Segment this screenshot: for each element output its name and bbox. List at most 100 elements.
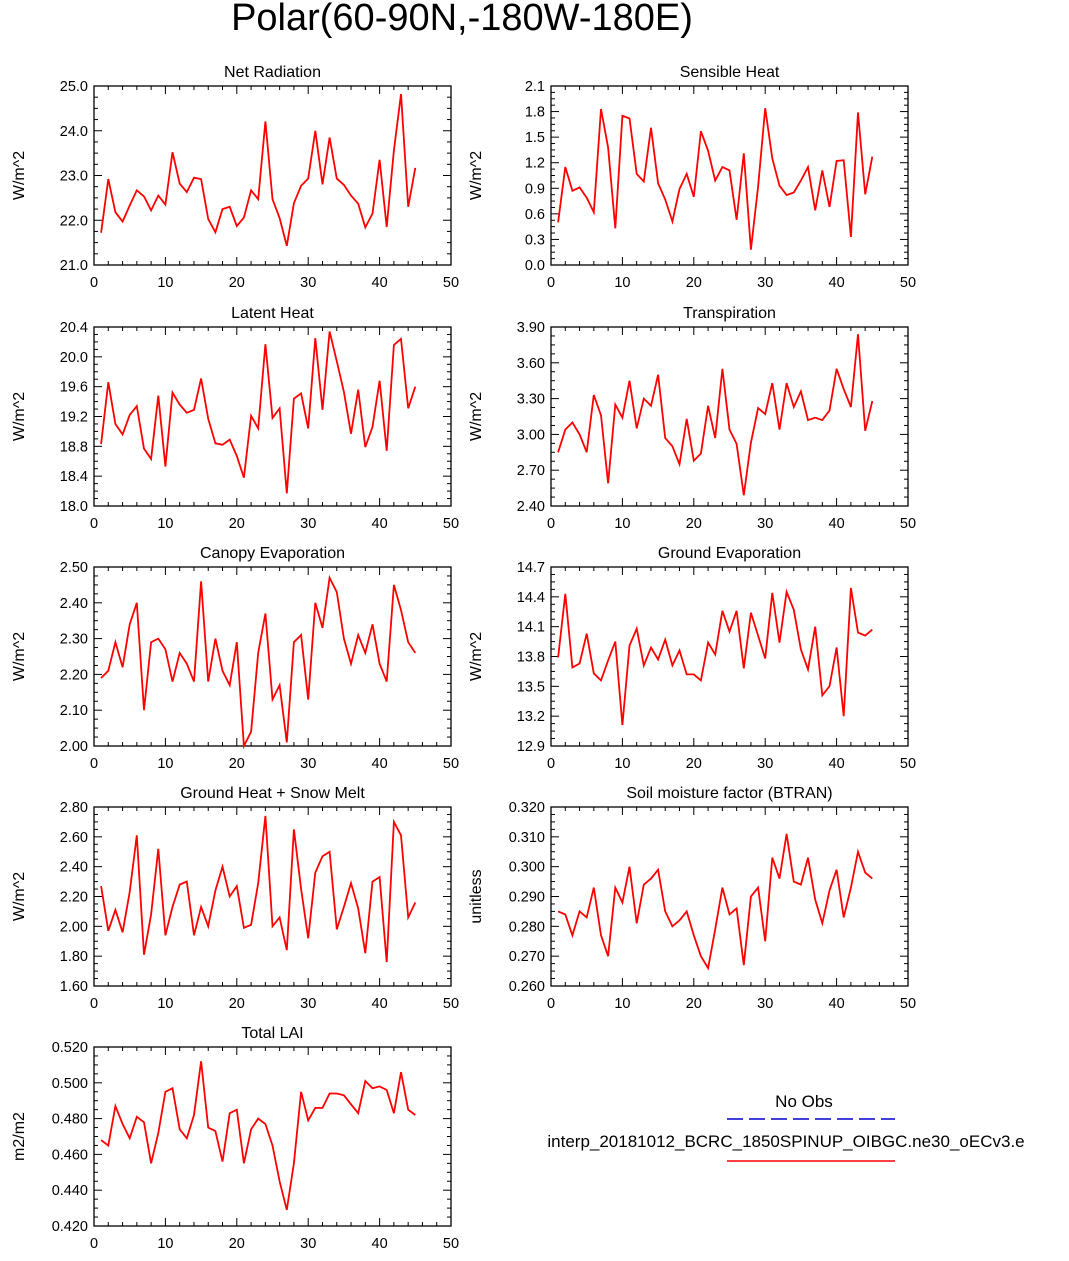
x-tick-label: 50 xyxy=(900,756,916,772)
x-tick-label: 50 xyxy=(443,756,459,772)
y-tick-label: 2.1 xyxy=(525,79,545,95)
y-tick-label: 20.4 xyxy=(60,320,88,336)
y-tick-label: 3.30 xyxy=(517,392,545,408)
x-tick-label: 10 xyxy=(157,756,173,772)
x-tick-label: 0 xyxy=(547,756,555,772)
y-tick-label: 22.0 xyxy=(60,213,88,229)
y-tick-label: 0.6 xyxy=(525,207,545,223)
panel-title: Ground Evaporation xyxy=(658,545,801,562)
series-line xyxy=(557,587,873,726)
y-tick-label: 3.00 xyxy=(517,427,545,443)
y-tick-label: 2.20 xyxy=(60,890,88,906)
x-tick-label: 20 xyxy=(686,275,702,291)
series-line xyxy=(100,574,417,750)
x-tick-label: 0 xyxy=(547,275,555,291)
y-tick-label: 13.8 xyxy=(517,650,545,666)
x-tick-label: 20 xyxy=(686,756,702,772)
x-tick-label: 40 xyxy=(829,516,845,532)
y-tick-label: 0.460 xyxy=(52,1147,88,1163)
y-tick-label: 1.8 xyxy=(525,105,545,121)
x-tick-label: 0 xyxy=(547,516,555,532)
y-axis-label: W/m^2 xyxy=(468,151,485,200)
series-line xyxy=(557,833,873,971)
x-tick-label: 50 xyxy=(900,516,916,532)
x-tick-label: 20 xyxy=(229,756,245,772)
y-axis-label: unitless xyxy=(468,869,485,923)
y-axis-label: m2/m2 xyxy=(11,1112,28,1161)
y-tick-label: 14.4 xyxy=(517,590,545,606)
y-axis-label: W/m^2 xyxy=(11,392,28,441)
y-tick-label: 0.9 xyxy=(525,181,545,197)
x-tick-label: 0 xyxy=(90,756,98,772)
y-tick-label: 0.310 xyxy=(509,830,545,846)
x-tick-label: 50 xyxy=(900,275,916,291)
x-tick-label: 20 xyxy=(229,516,245,532)
x-tick-label: 10 xyxy=(157,516,173,532)
y-tick-label: 0.420 xyxy=(52,1219,88,1235)
panel-sensible-heat: Sensible Heat W/m^2 0 10 20 30 40 50 0.0 0.3 0.6 0.… xyxy=(468,64,916,291)
x-tick-label: 10 xyxy=(614,275,630,291)
x-tick-label: 0 xyxy=(90,996,98,1012)
panel-transpiration: Transpiration W/m^2 0 10 20 30 40 50 2.40 2.70 3.0… xyxy=(468,305,916,532)
y-tick-label: 0.280 xyxy=(509,919,545,935)
y-tick-label: 25.0 xyxy=(60,79,88,95)
x-tick-label: 10 xyxy=(614,516,630,532)
x-tick-label: 20 xyxy=(686,996,702,1012)
x-tick-label: 10 xyxy=(614,996,630,1012)
x-tick-label: 50 xyxy=(443,996,459,1012)
y-tick-label: 18.4 xyxy=(60,469,88,485)
y-tick-label: 2.50 xyxy=(60,560,88,576)
x-tick-label: 30 xyxy=(300,275,316,291)
x-tick-label: 0 xyxy=(547,996,555,1012)
plot-frame xyxy=(93,1046,452,1227)
y-tick-label: 1.60 xyxy=(60,979,88,995)
y-tick-label: 0.300 xyxy=(509,860,545,876)
x-tick-label: 40 xyxy=(829,756,845,772)
y-tick-label: 2.00 xyxy=(60,739,88,755)
y-axis-label: W/m^2 xyxy=(11,632,28,681)
y-tick-label: 1.2 xyxy=(525,156,545,172)
panel-soil-moisture-factor-btran: Soil moisture factor (BTRAN) unitless 0 10 2… xyxy=(468,785,916,1012)
panels: Net Radiation W/m^2 0 10 20 30 40 50 21.0 22.0 23.… xyxy=(11,64,916,1252)
series-line xyxy=(100,1061,416,1211)
panel-title: Net Radiation xyxy=(224,64,321,81)
panel-title: Latent Heat xyxy=(231,305,314,322)
x-tick-label: 40 xyxy=(829,275,845,291)
y-axis-label: W/m^2 xyxy=(468,632,485,681)
y-axis-label: W/m^2 xyxy=(468,392,485,441)
x-tick-label: 30 xyxy=(300,756,316,772)
y-tick-label: 21.0 xyxy=(60,258,88,274)
x-tick-label: 30 xyxy=(757,516,773,532)
series-line xyxy=(557,108,874,250)
y-tick-label: 19.6 xyxy=(60,380,88,396)
y-tick-label: 0.500 xyxy=(52,1076,88,1092)
x-tick-label: 30 xyxy=(757,996,773,1012)
y-tick-label: 23.0 xyxy=(60,169,88,185)
plot-frame xyxy=(550,806,909,987)
x-tick-label: 40 xyxy=(372,1236,388,1252)
y-tick-label: 1.5 xyxy=(525,130,545,146)
x-tick-label: 20 xyxy=(229,275,245,291)
y-tick-label: 2.60 xyxy=(60,830,88,846)
plot-frame xyxy=(93,85,452,266)
x-tick-label: 30 xyxy=(300,1236,316,1252)
x-tick-label: 40 xyxy=(372,516,388,532)
x-tick-label: 10 xyxy=(157,996,173,1012)
legend-label-model: interp_20181012_BCRC_1850SPINUP_OIBGC.ne… xyxy=(547,1132,1024,1151)
y-tick-label: 2.40 xyxy=(60,860,88,876)
y-tick-label: 24.0 xyxy=(60,124,88,140)
x-tick-label: 50 xyxy=(443,1236,459,1252)
y-tick-label: 0.290 xyxy=(509,890,545,906)
y-tick-label: 0.520 xyxy=(52,1040,88,1056)
y-tick-label: 14.1 xyxy=(517,620,545,636)
x-tick-label: 10 xyxy=(614,756,630,772)
legend: No Obs interp_20181012_BCRC_1850SPINUP_O… xyxy=(547,1092,1025,1162)
plot-frame xyxy=(93,806,452,987)
series-line xyxy=(100,331,417,494)
panel-title: Canopy Evaporation xyxy=(200,545,345,562)
y-tick-label: 3.60 xyxy=(517,356,545,372)
y-tick-label: 2.80 xyxy=(60,800,88,816)
panel-ground-evaporation: Ground Evaporation W/m^2 0 10 20 30 40 50 12.9 13… xyxy=(468,545,916,772)
figure-title: Polar(60-90N,-180W-180E) xyxy=(231,0,693,39)
